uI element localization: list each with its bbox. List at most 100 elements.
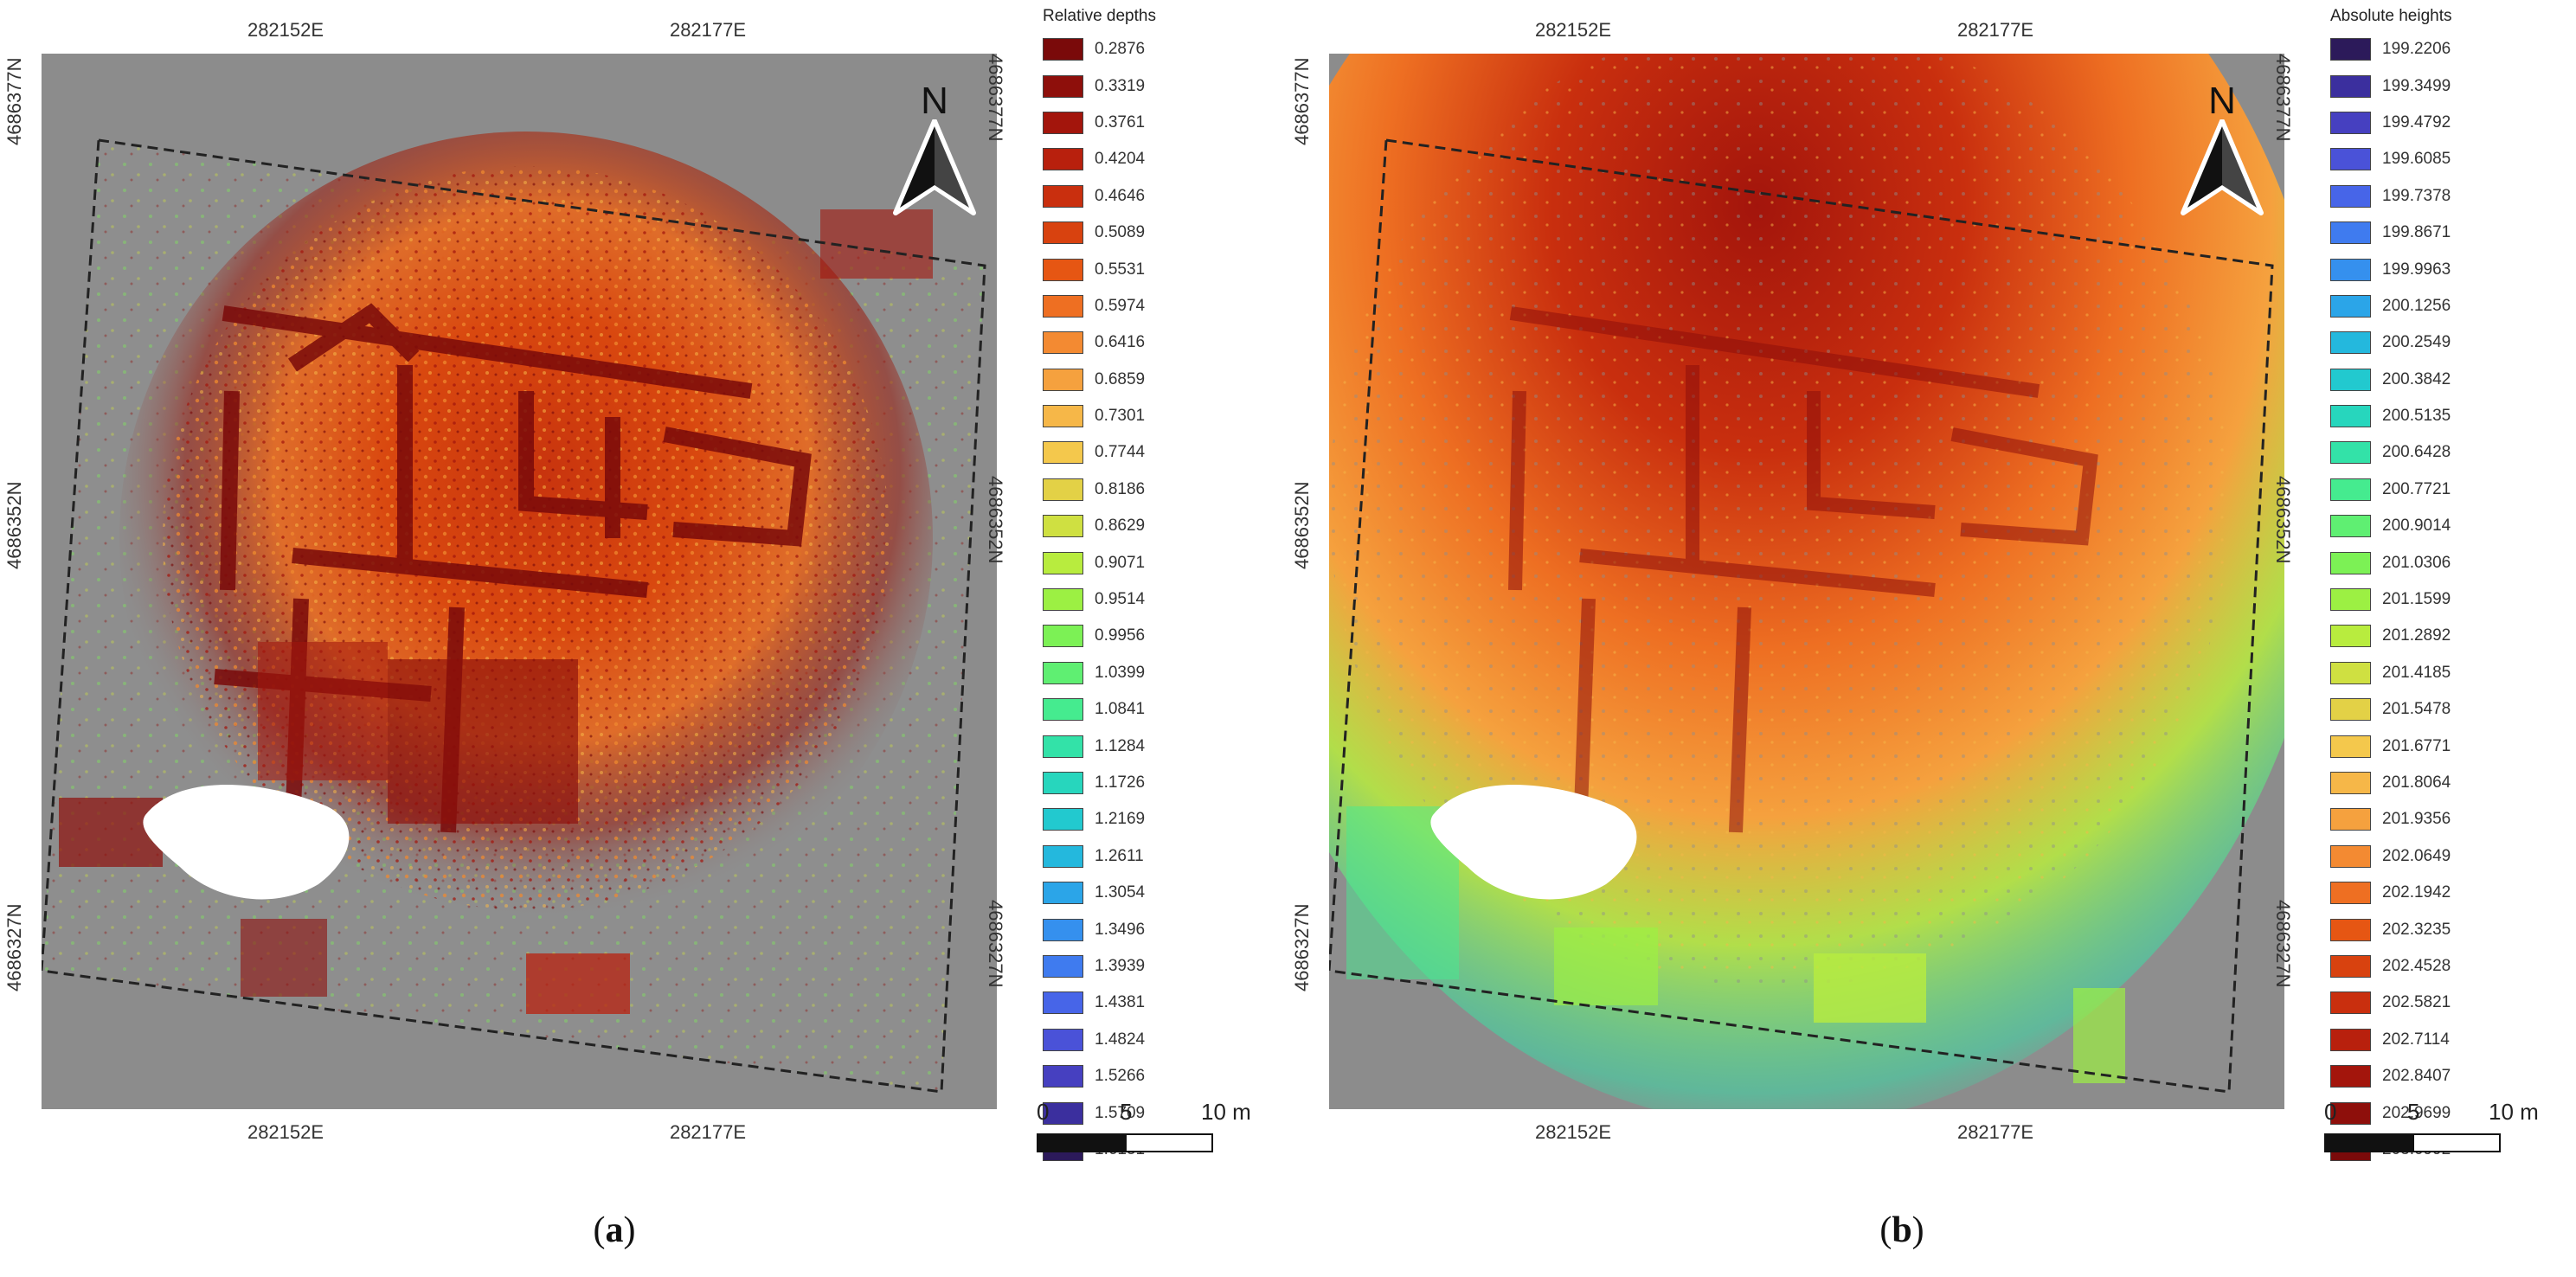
legend-item: 199.7378 [2330, 178, 2573, 215]
legend-swatch [1043, 478, 1083, 501]
legend-label: 199.4792 [2382, 112, 2451, 132]
legend-swatch [2330, 882, 2371, 905]
legend-item: 200.6428 [2330, 434, 2573, 471]
legend-relative-depths: Relative depths 0.2876 0.3319 0.3761 0.4204… [1043, 2, 1285, 1168]
legend-swatch [2330, 772, 2371, 794]
legend-label: 202.0649 [2382, 846, 2451, 865]
north-arrow: N [891, 80, 978, 227]
legend-swatch [2330, 221, 2371, 245]
legend-item: 0.6859 [1043, 362, 1285, 398]
coord-left-1: 4686377N [1291, 57, 1313, 145]
panel-b-absolute-heights: 282152E 282177E 282152E 282177E 4686377N… [1288, 0, 2575, 1277]
legend-swatch [1043, 661, 1083, 684]
legend-label: 201.0306 [2382, 553, 2451, 572]
legend-item: 201.9356 [2330, 801, 2573, 837]
legend-item: 0.7744 [1043, 434, 1285, 471]
scale-label-5: 5 [1120, 1099, 1133, 1125]
map-absolute-heights [1329, 54, 2284, 1109]
north-label: N [921, 80, 948, 122]
wall-features [1508, 306, 2098, 833]
legend-label: 202.7114 [2382, 1030, 2450, 1049]
legend-label: 1.4824 [1095, 1030, 1146, 1049]
legend-swatch [1043, 1101, 1083, 1125]
legend-label: 202.3235 [2382, 920, 2451, 939]
legend-items: 0.2876 0.3319 0.3761 0.4204 0.4646 0.5089 0.55… [1043, 31, 1285, 1168]
legend-item: 0.6416 [1043, 324, 1285, 361]
scale-bar: 0 5 10 m [2324, 1099, 2549, 1168]
legend-label: 1.1726 [1095, 773, 1146, 792]
coord-bottom-2: 282177E [1956, 1121, 2034, 1143]
legend-item: 202.8407 [2330, 1058, 2573, 1094]
scale-segment-black [1037, 1133, 1127, 1152]
caption-b: (b) [1879, 1210, 1924, 1250]
legend-label: 201.6771 [2382, 736, 2451, 755]
map-relative-depths [42, 54, 997, 1109]
legend-item: 199.3499 [2330, 67, 2573, 104]
legend-item: 201.2892 [2330, 618, 2573, 654]
legend-swatch [1043, 368, 1083, 391]
legend-swatch [1043, 74, 1083, 98]
legend-label: 0.9071 [1095, 553, 1146, 572]
legend-label: 200.7721 [2382, 479, 2451, 498]
legend-label: 0.5974 [1095, 296, 1146, 315]
scale-label-10: 10 m [1201, 1099, 1251, 1125]
legend-label: 0.9956 [1095, 626, 1146, 645]
legend-swatch [2330, 808, 2371, 831]
legend-swatch [2330, 258, 2371, 281]
legend-item: 202.3235 [2330, 911, 2573, 947]
scale-segment-white [2412, 1133, 2501, 1152]
legend-swatch [2330, 588, 2371, 612]
legend-swatch [1043, 38, 1083, 61]
legend-swatch [2330, 38, 2371, 61]
legend-label: 199.9963 [2382, 260, 2451, 279]
legend-absolute-heights: Absolute heights 199.2206 199.3499 199.479… [2330, 2, 2573, 1168]
north-arrow: N [2179, 80, 2265, 227]
legend-swatch [1043, 551, 1083, 574]
coord-top-2: 282177E [1956, 19, 2034, 41]
coord-top-1: 282152E [247, 19, 324, 41]
legend-label: 0.8629 [1095, 517, 1146, 536]
legend-item: 0.4204 [1043, 141, 1285, 177]
legend-label: 0.4646 [1095, 186, 1146, 205]
panel-a-relative-depths: 282152E 282177E 282152E 282177E 4686377N… [3, 2, 1285, 1250]
coord-right-2: 4686352N [2272, 476, 2294, 564]
legend-item: 0.4646 [1043, 178, 1285, 215]
scale-label-5: 5 [2407, 1099, 2420, 1125]
legend-swatch [2330, 661, 2371, 684]
legend-swatch [1043, 772, 1083, 794]
legend-label: 199.3499 [2382, 76, 2451, 95]
legend-swatch [1043, 221, 1083, 245]
legend-label: 0.5531 [1095, 260, 1146, 279]
legend-item: 0.8186 [1043, 472, 1285, 508]
legend-item: 201.8064 [2330, 765, 2573, 801]
scale-segment-black [2324, 1133, 2414, 1152]
legend-swatch [2330, 991, 2371, 1015]
scale-segment-white [1125, 1133, 1213, 1152]
legend-item: 200.2549 [2330, 324, 2573, 361]
legend-item: 0.7301 [1043, 398, 1285, 434]
legend-item: 1.2611 [1043, 838, 1285, 875]
legend-swatch [1043, 258, 1083, 281]
survey-boundary [42, 138, 986, 1094]
legend-item: 1.1284 [1043, 728, 1285, 764]
legend-swatch [2330, 735, 2371, 758]
legend-label: 1.2169 [1095, 810, 1146, 829]
legend-swatch [1043, 111, 1083, 134]
legend-item: 201.6771 [2330, 728, 2573, 764]
coord-left-1: 4686377N [3, 57, 25, 145]
legend-label: 0.7301 [1095, 407, 1146, 426]
legend-label: 0.6416 [1095, 333, 1146, 352]
legend-item: 1.0841 [1043, 691, 1285, 728]
legend-swatch [2330, 441, 2371, 465]
legend-swatch [1043, 331, 1083, 355]
legend-label: 199.6085 [2382, 150, 2451, 169]
coord-bottom-2: 282177E [669, 1121, 747, 1143]
caption-a: (a) [593, 1210, 636, 1250]
legend-item: 0.9071 [1043, 544, 1285, 581]
legend-item: 202.0649 [2330, 838, 2573, 875]
legend-label: 0.3319 [1095, 76, 1146, 95]
legend-item: 200.3842 [2330, 362, 2573, 398]
legend-swatch [2330, 331, 2371, 355]
legend-label: 201.2892 [2382, 626, 2451, 645]
legend-item: 1.2169 [1043, 801, 1285, 837]
